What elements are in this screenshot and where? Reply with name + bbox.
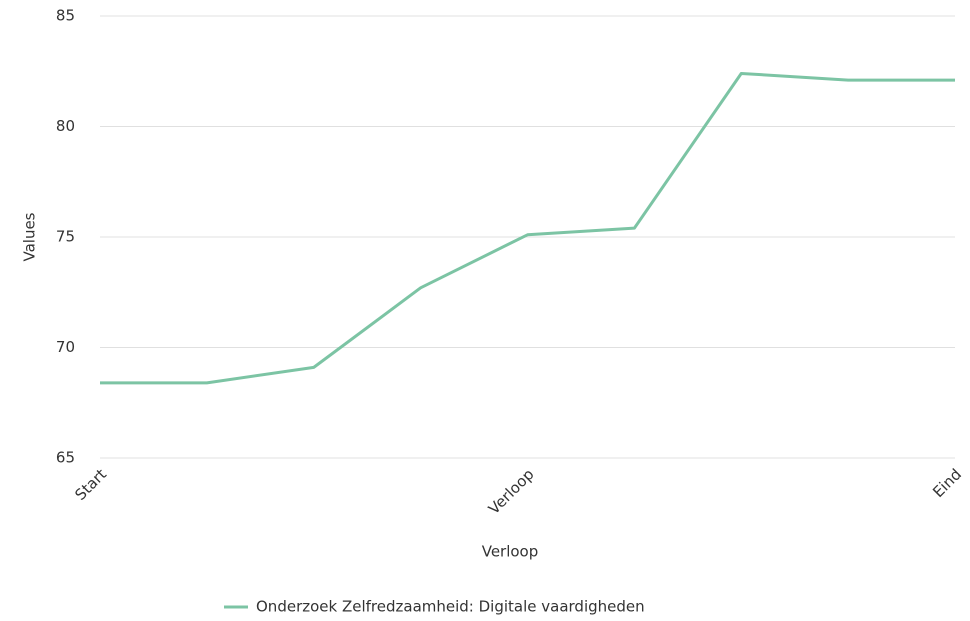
y-tick-label: 85 [56,7,75,25]
x-tick-label: Verloop [485,465,538,518]
y-tick-label: 65 [56,449,75,467]
y-tick-label: 75 [56,228,75,246]
y-tick-label: 70 [56,338,75,356]
x-tick-label: Eind [929,465,965,501]
legend-label: Onderzoek Zelfredzaamheid: Digitale vaar… [256,598,645,616]
y-tick-label: 80 [56,117,75,135]
series-line [100,71,955,385]
y-axis-title: Values [21,212,39,261]
x-tick-label: Start [71,465,110,504]
x-axis-title: Verloop [482,543,539,561]
